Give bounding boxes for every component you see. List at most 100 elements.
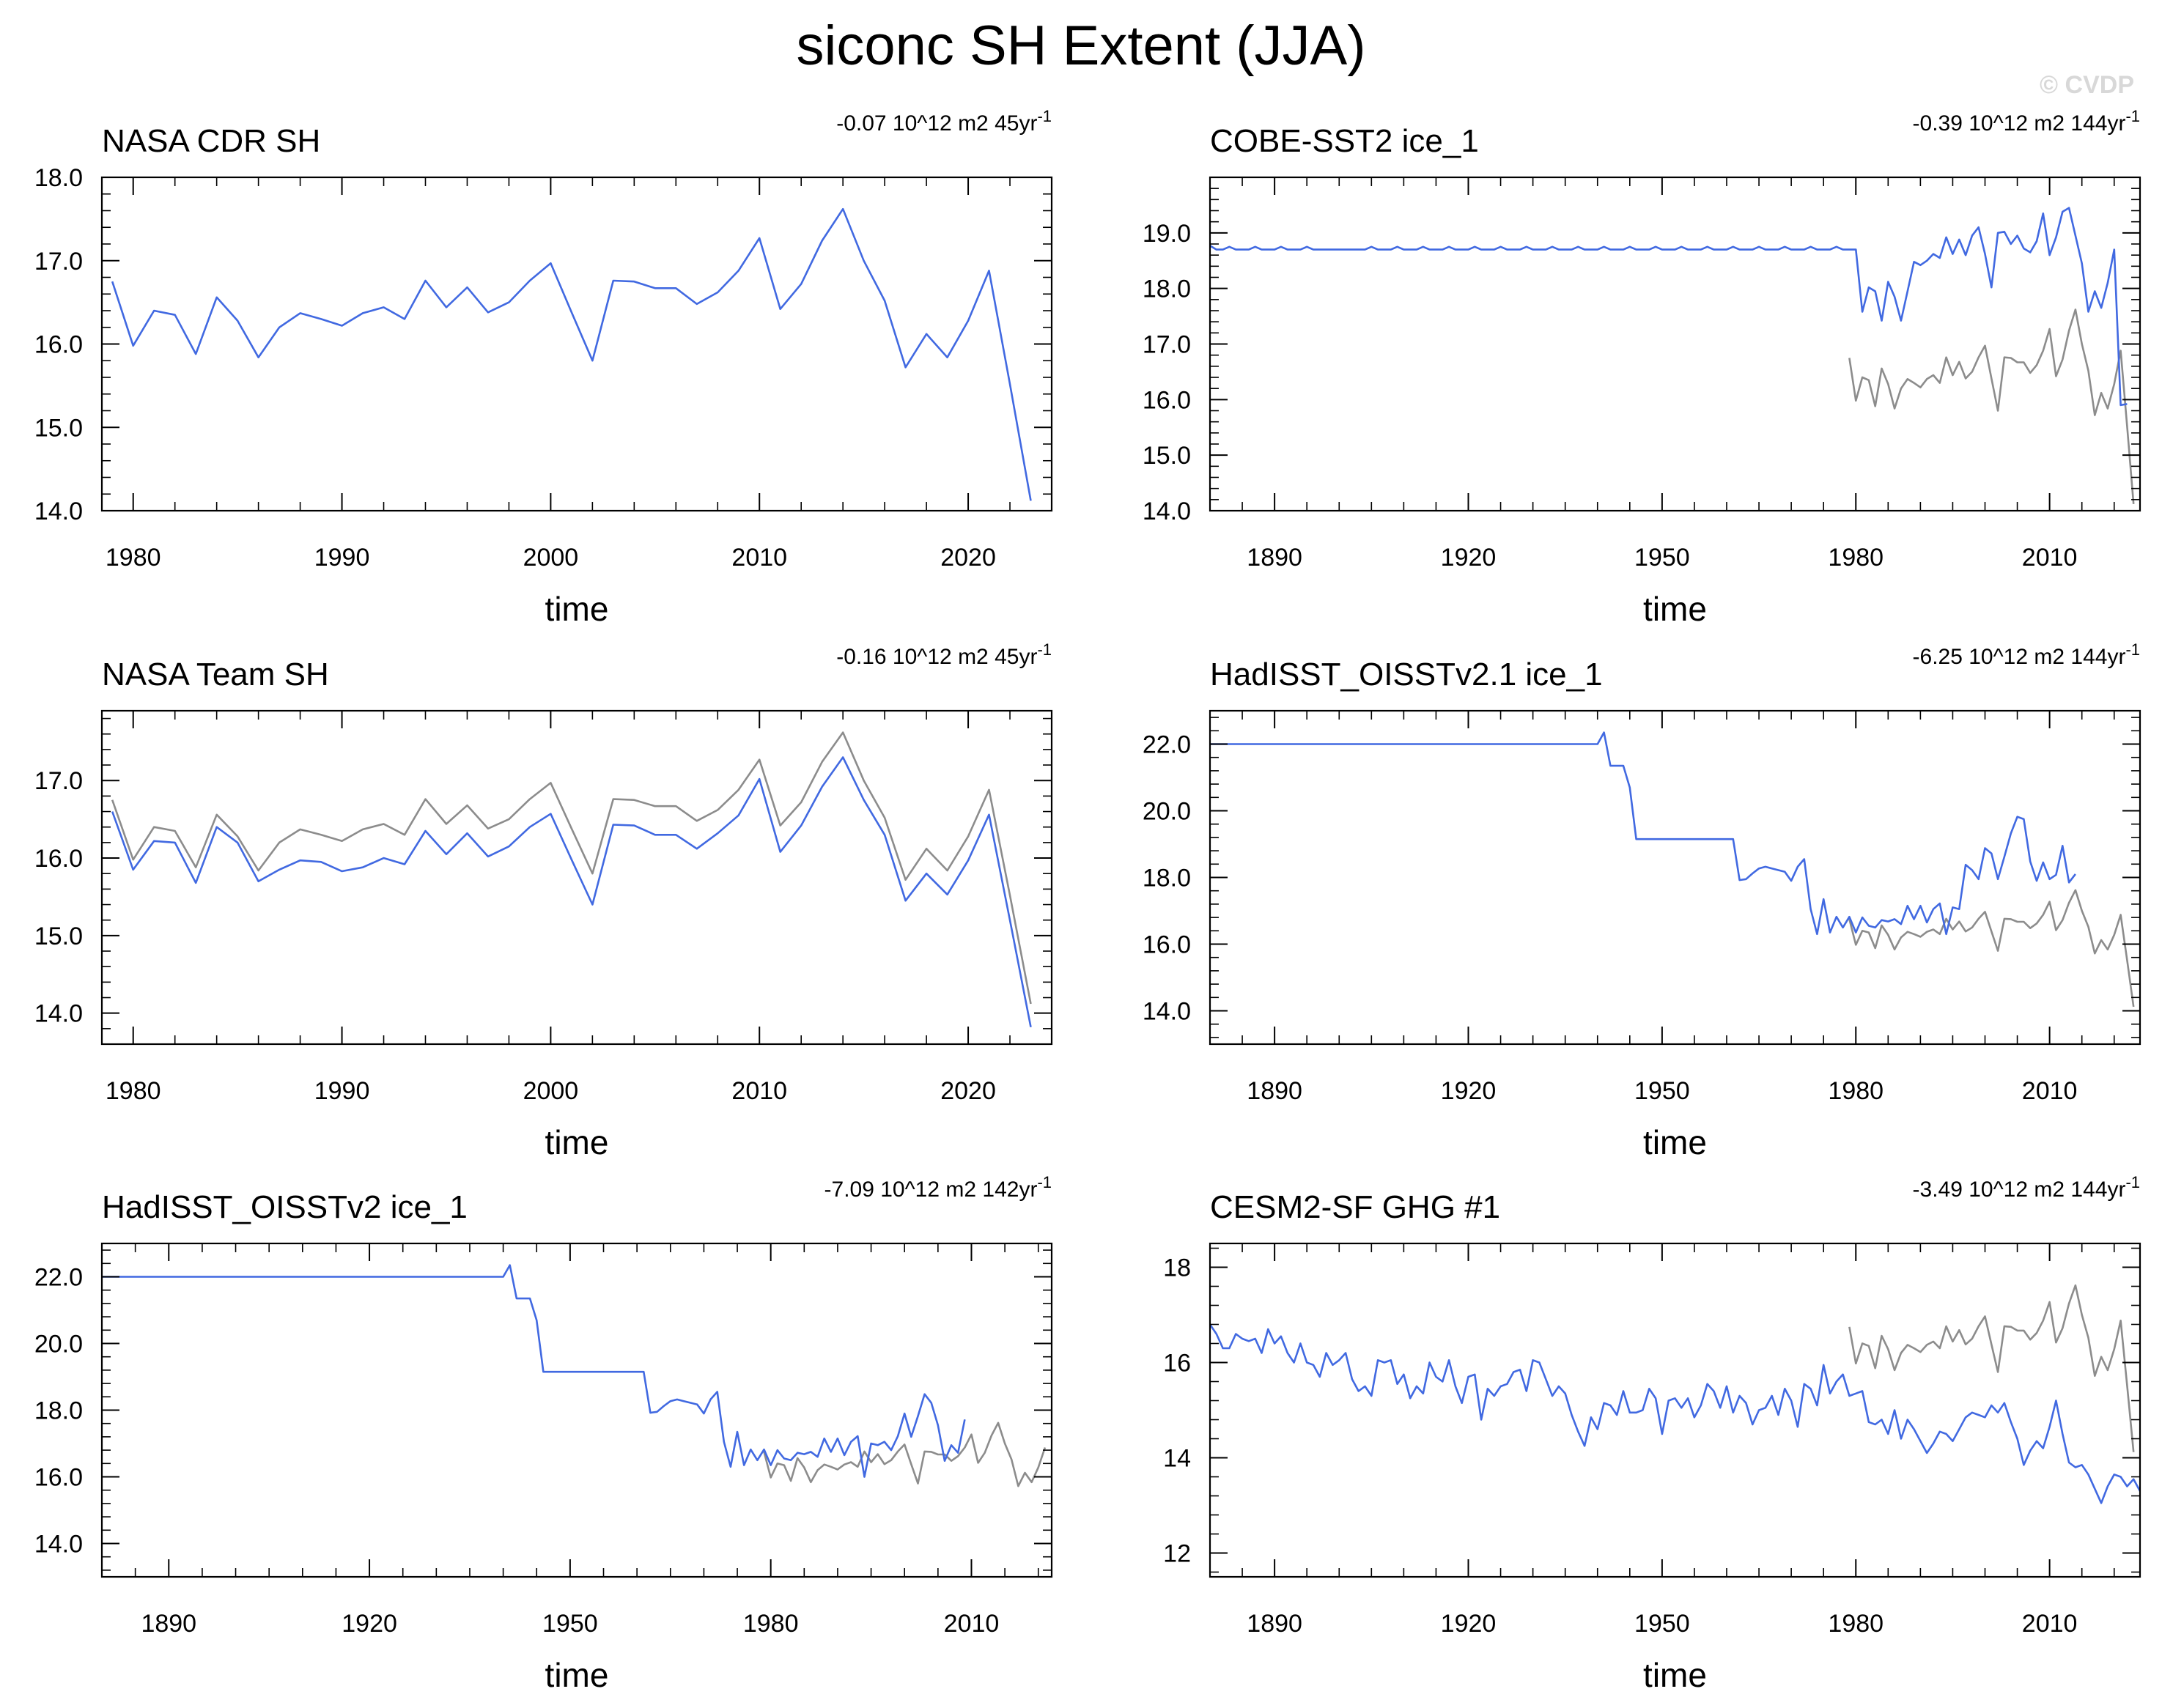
x-tick-label: 1980: [1828, 1610, 1884, 1638]
x-axis-title: time: [1643, 590, 1707, 628]
x-tick-label: 2010: [731, 1077, 787, 1105]
panel-4: HadISST_OISSTv2.1 ice_1 -6.25 10^12 m2 14…: [1143, 640, 2141, 1161]
x-tick-label: 1980: [1828, 1077, 1884, 1105]
x-tick-label: 1980: [106, 544, 161, 572]
plot-frame: [100, 176, 1053, 512]
x-tick-label: 1950: [542, 1610, 598, 1638]
x-tick-label: 1980: [106, 1077, 161, 1105]
x-tick-label: 2010: [731, 544, 787, 572]
panel-3: NASA Team SH -0.16 10^12 m2 45yr-1 1980 199…: [34, 640, 1053, 1161]
trend-annotation: -3.49 10^12 m2 144yr-1: [1913, 1173, 2140, 1202]
x-tick-label: 1920: [1441, 544, 1497, 572]
trend-superscript: -1: [1037, 1173, 1052, 1191]
trend-annotation: -7.09 10^12 m2 142yr-1: [824, 1173, 1052, 1202]
x-tick-label: 1950: [1634, 1077, 1690, 1105]
x-tick-label: 1890: [1247, 1077, 1302, 1105]
trend-value: -0.07 10^12 m2 45yr: [836, 111, 1037, 136]
trend-value: -0.39 10^12 m2 144yr: [1913, 111, 2126, 136]
x-tick-label: 2000: [523, 544, 579, 572]
plot-frame: [1209, 176, 2141, 512]
y-tick-label: 15.0: [34, 923, 83, 950]
y-tick-label: 20.0: [1143, 798, 1191, 826]
panel-5: HadISST_OISSTv2 ice_1 -7.09 10^12 m2 142y…: [34, 1173, 1053, 1694]
x-axis-title: time: [545, 590, 609, 628]
trend-superscript: -1: [1037, 640, 1052, 659]
plot-frame: [100, 709, 1053, 1046]
panel-title: NASA CDR SH: [102, 123, 320, 159]
x-tick-label: 1990: [314, 1077, 370, 1105]
trend-annotation: -0.07 10^12 m2 45yr-1: [836, 107, 1052, 136]
x-tick-label: 1890: [1247, 544, 1302, 572]
y-tick-label: 14.0: [1143, 498, 1191, 525]
trend-superscript: -1: [2125, 1173, 2140, 1191]
trend-superscript: -1: [2125, 640, 2140, 659]
panel-title: NASA Team SH: [102, 657, 329, 692]
figure-title: siconc SH Extent (JJA): [796, 15, 1365, 77]
x-tick-label: 2010: [944, 1610, 1000, 1638]
trend-value: -0.16 10^12 m2 45yr: [836, 645, 1037, 669]
x-tick-label: 2010: [2022, 1610, 2078, 1638]
series-line-model-0: [1210, 207, 2128, 407]
trend-value: -6.25 10^12 m2 144yr: [1913, 645, 2126, 669]
series-line-obs-0: [111, 731, 1032, 1005]
y-tick-label: 18.0: [34, 1397, 83, 1425]
y-tick-label: 15.0: [34, 414, 83, 442]
watermark: © CVDP: [2040, 71, 2134, 99]
y-tick-label: 17.0: [34, 767, 83, 795]
x-tick-label: 2020: [940, 1077, 996, 1105]
x-axis-title: time: [545, 1123, 609, 1161]
x-tick-label: 1890: [1247, 1610, 1302, 1638]
series-line-obs-1: [1848, 308, 2135, 505]
y-tick-label: 18.0: [1143, 865, 1191, 892]
panel-title: COBE-SST2 ice_1: [1210, 123, 1479, 159]
panel-title: HadISST_OISSTv2.1 ice_1: [1210, 657, 1603, 692]
series-line-obs-1: [763, 1422, 1047, 1487]
y-tick-label: 15.0: [1143, 442, 1191, 470]
trend-value: -3.49 10^12 m2 144yr: [1913, 1178, 2126, 1202]
trend-annotation: -0.39 10^12 m2 144yr-1: [1913, 107, 2140, 136]
plot-frame: [1209, 1242, 2141, 1578]
panel-6: CESM2-SF GHG #1 -3.49 10^12 m2 144yr-1 189…: [1163, 1173, 2141, 1694]
y-tick-label: 14.0: [34, 1531, 83, 1559]
x-tick-label: 1920: [1441, 1610, 1497, 1638]
x-tick-label: 2000: [523, 1077, 579, 1105]
trend-superscript: -1: [1037, 107, 1052, 125]
y-tick-label: 16.0: [34, 1464, 83, 1492]
y-tick-label: 14: [1163, 1445, 1191, 1473]
y-tick-label: 14.0: [1143, 998, 1191, 1026]
panel-title: CESM2-SF GHG #1: [1210, 1189, 1500, 1225]
y-tick-label: 18: [1163, 1254, 1191, 1282]
x-axis-title: time: [1643, 1656, 1707, 1694]
x-tick-label: 1950: [1634, 544, 1690, 572]
panel-title: HadISST_OISSTv2 ice_1: [102, 1189, 468, 1225]
series-line-obs-1: [1848, 1284, 2135, 1452]
x-tick-label: 1990: [314, 544, 370, 572]
y-tick-label: 14.0: [34, 1000, 83, 1028]
x-tick-label: 2010: [2022, 544, 2078, 572]
y-tick-label: 18.0: [34, 164, 83, 192]
y-tick-label: 17.0: [34, 248, 83, 276]
x-tick-label: 1920: [1441, 1077, 1497, 1105]
y-tick-label: 17.0: [1143, 331, 1191, 359]
plot-frame: [1209, 709, 2141, 1046]
y-tick-label: 19.0: [1143, 220, 1191, 248]
trend-value: -7.09 10^12 m2 142yr: [824, 1178, 1038, 1202]
plot-frame: [100, 1242, 1053, 1578]
y-tick-label: 22.0: [1143, 731, 1191, 759]
trend-annotation: -6.25 10^12 m2 144yr-1: [1913, 640, 2140, 669]
series-line-model-0: [1210, 1323, 2140, 1504]
panel-2: COBE-SST2 ice_1 -0.39 10^12 m2 144yr-1 189…: [1143, 107, 2141, 628]
trend-superscript: -1: [2125, 107, 2140, 125]
series-line-model-0: [1210, 731, 2076, 936]
y-tick-label: 16: [1163, 1350, 1191, 1378]
x-axis-title: time: [545, 1656, 609, 1694]
x-tick-label: 2010: [2022, 1077, 2078, 1105]
y-tick-label: 16.0: [1143, 931, 1191, 959]
y-tick-label: 22.0: [34, 1264, 83, 1292]
series-line-model-0: [111, 207, 1032, 501]
x-tick-label: 1980: [743, 1610, 799, 1638]
y-tick-label: 12: [1163, 1540, 1191, 1568]
panel-1: NASA CDR SH -0.07 10^12 m2 45yr-1 1980 1990…: [34, 107, 1053, 628]
